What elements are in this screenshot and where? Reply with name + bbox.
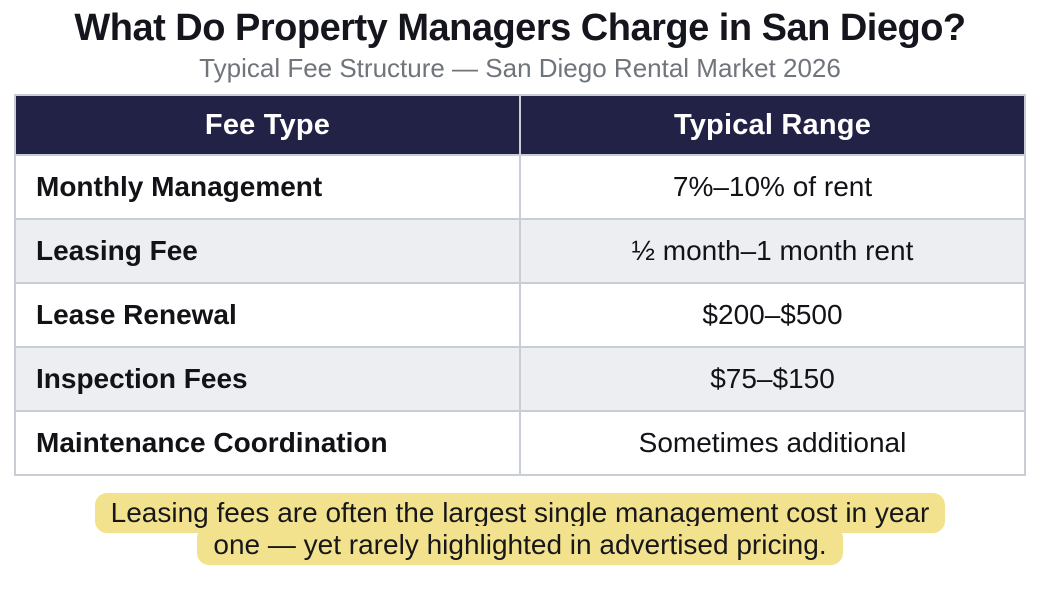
fee-type-cell: Inspection Fees bbox=[14, 346, 521, 412]
fee-type-cell: Leasing Fee bbox=[14, 218, 521, 284]
fee-type-cell: Monthly Management bbox=[14, 154, 521, 220]
fee-type-cell: Maintenance Coordination bbox=[14, 410, 521, 476]
fee-range-cell: ½ month–1 month rent bbox=[519, 218, 1026, 284]
table-row: Monthly Management 7%–10% of rent bbox=[14, 154, 1026, 220]
table-row: Maintenance Coordination Sometimes addit… bbox=[14, 410, 1026, 476]
fee-range-cell: $75–$150 bbox=[519, 346, 1026, 412]
page-subtitle: Typical Fee Structure — San Diego Rental… bbox=[199, 53, 841, 83]
column-header-typical-range: Typical Range bbox=[519, 94, 1026, 156]
note-line-2: one — yet rarely highlighted in advertis… bbox=[197, 526, 843, 565]
page-title: What Do Property Managers Charge in San … bbox=[74, 7, 966, 49]
fee-range-cell: $200–$500 bbox=[519, 282, 1026, 348]
fee-table-body: Monthly Management 7%–10% of rent Leasin… bbox=[14, 154, 1026, 476]
fee-type-cell: Lease Renewal bbox=[14, 282, 521, 348]
highlighted-note: Leasing fees are often the largest singl… bbox=[94, 493, 946, 565]
column-header-fee-type: Fee Type bbox=[14, 94, 521, 156]
fee-table-header: Fee Type Typical Range bbox=[14, 94, 1026, 156]
header-row: Fee Type Typical Range bbox=[14, 94, 1026, 156]
table-row: Lease Renewal $200–$500 bbox=[14, 282, 1026, 348]
fee-range-cell: Sometimes additional bbox=[519, 410, 1026, 476]
fee-table: Fee Type Typical Range Monthly Managemen… bbox=[14, 94, 1026, 476]
fee-range-cell: 7%–10% of rent bbox=[519, 154, 1026, 220]
table-row: Inspection Fees $75–$150 bbox=[14, 346, 1026, 412]
table-row: Leasing Fee ½ month–1 month rent bbox=[14, 218, 1026, 284]
